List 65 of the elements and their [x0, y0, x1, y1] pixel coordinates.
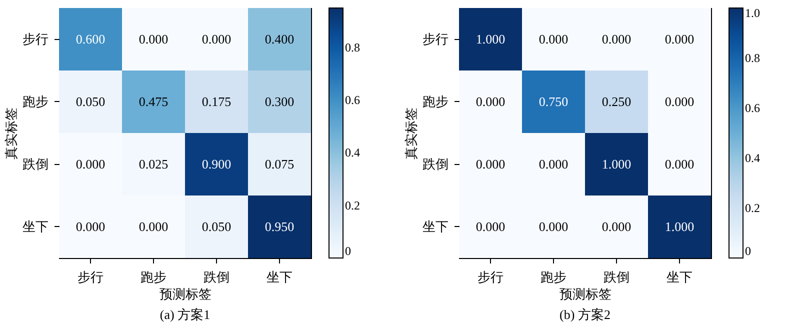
- data-label: 0.000: [538, 156, 568, 172]
- data-label: 0.000: [664, 31, 694, 46]
- data-label: 0.000: [202, 31, 232, 46]
- x-tick-label: 跌倒: [604, 270, 630, 284]
- data-label: 0.175: [202, 94, 232, 109]
- text: (a) 方案1: [160, 307, 210, 322]
- y-tick-label: 步行: [422, 31, 448, 46]
- data-label: 0.000: [602, 218, 632, 234]
- x-tick-label: 跑步: [540, 270, 566, 284]
- y-tick-label: 跑步: [422, 94, 448, 109]
- data-label: 0.750: [538, 94, 568, 109]
- y-axis-title: 真实标签: [404, 108, 418, 160]
- data-label: 0.000: [76, 156, 106, 172]
- data-label: 0.050: [202, 218, 232, 234]
- data-label: 0.000: [602, 31, 632, 46]
- y-tick-label: 跌倒: [22, 156, 48, 172]
- x-tick-label: 步行: [478, 270, 504, 284]
- data-label: 0.000: [664, 94, 694, 109]
- color-bar-label: 0: [345, 244, 351, 258]
- data-label: 0.000: [538, 218, 568, 234]
- color-bar-label: 0.4: [345, 146, 360, 160]
- data-label: 0.000: [476, 218, 506, 234]
- x-tick-label: 跌倒: [204, 270, 230, 284]
- data-label: 1.000: [602, 156, 632, 172]
- color-bar-label: 1.0: [745, 6, 760, 20]
- data-label: 0.025: [138, 156, 168, 172]
- data-label: 1.000: [476, 31, 506, 46]
- data-label: 0.300: [264, 94, 294, 109]
- y-tick-label: 步行: [22, 31, 48, 46]
- color-bar-label: 0.6: [345, 93, 360, 108]
- data-label: 0.600: [76, 31, 106, 46]
- color-bar-label: 0.4: [745, 151, 760, 165]
- data-label: 0.000: [138, 218, 168, 234]
- data-label: 0.900: [202, 156, 232, 172]
- color-bar-label: 0.2: [745, 201, 760, 215]
- data-label: 0.000: [476, 156, 506, 172]
- data-label: 0.000: [664, 156, 694, 172]
- color-bar-label: 0.2: [345, 198, 360, 212]
- data-label: 0.250: [602, 94, 632, 109]
- x-axis-title: 预测标签: [160, 286, 212, 302]
- y-tick-label: 跑步: [22, 94, 48, 109]
- y-tick-label: 坐下: [22, 218, 48, 234]
- data-label: 0.000: [138, 31, 168, 46]
- color-bar-label: 0: [745, 244, 751, 258]
- data-label: 0.000: [476, 94, 506, 109]
- data-label: 0.000: [538, 31, 568, 46]
- color-bar-label: 0.6: [745, 101, 760, 115]
- data-label: 0.950: [264, 218, 294, 234]
- x-tick-label: 跑步: [140, 270, 166, 284]
- x-axis-title: 预测标签: [560, 286, 612, 302]
- y-tick-label: 跌倒: [422, 156, 448, 172]
- color-bar-label: 0.8: [345, 40, 360, 54]
- data-label: 0.050: [76, 94, 106, 109]
- data-label: 0.475: [138, 94, 168, 109]
- y-axis-title: 真实标签: [4, 108, 18, 160]
- x-tick-label: 步行: [78, 270, 104, 284]
- data-label: 0.000: [76, 218, 106, 234]
- data-label: 0.075: [264, 156, 294, 172]
- data-label: 1.000: [664, 218, 694, 234]
- color-bar-label: 0.8: [745, 51, 760, 65]
- data-label: 0.400: [264, 31, 294, 46]
- x-tick-label: 坐下: [666, 270, 692, 284]
- y-tick-label: 坐下: [422, 218, 448, 234]
- x-tick-label: 坐下: [266, 270, 292, 284]
- text: (b) 方案2: [560, 307, 610, 322]
